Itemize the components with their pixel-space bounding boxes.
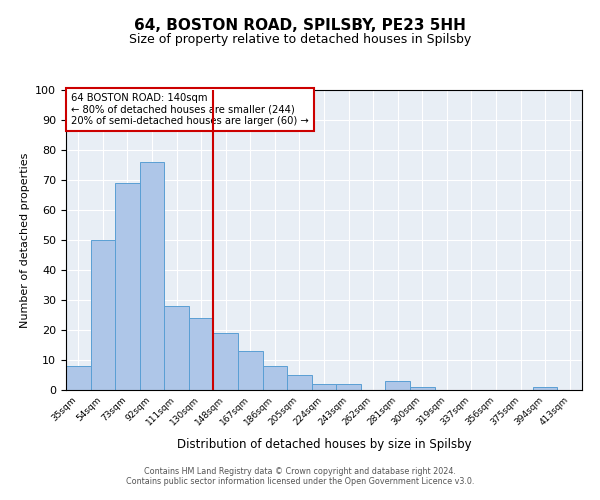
Text: 64, BOSTON ROAD, SPILSBY, PE23 5HH: 64, BOSTON ROAD, SPILSBY, PE23 5HH [134,18,466,32]
Bar [115,183,140,390]
Bar [140,162,164,390]
Text: Contains HM Land Registry data © Crown copyright and database right 2024.: Contains HM Land Registry data © Crown c… [144,467,456,476]
Bar [66,366,91,390]
Bar [336,384,361,390]
X-axis label: Distribution of detached houses by size in Spilsby: Distribution of detached houses by size … [176,438,472,451]
Bar [263,366,287,390]
Bar [312,384,336,390]
Bar [164,306,189,390]
Bar [287,375,312,390]
Text: Size of property relative to detached houses in Spilsby: Size of property relative to detached ho… [129,32,471,46]
Text: Contains public sector information licensed under the Open Government Licence v3: Contains public sector information licen… [126,477,474,486]
Bar [385,381,410,390]
Bar [533,387,557,390]
Bar [238,351,263,390]
Y-axis label: Number of detached properties: Number of detached properties [20,152,30,328]
Bar [91,240,115,390]
Bar [189,318,214,390]
Text: 64 BOSTON ROAD: 140sqm
← 80% of detached houses are smaller (244)
20% of semi-de: 64 BOSTON ROAD: 140sqm ← 80% of detached… [71,93,309,126]
Bar [410,387,434,390]
Bar [214,333,238,390]
